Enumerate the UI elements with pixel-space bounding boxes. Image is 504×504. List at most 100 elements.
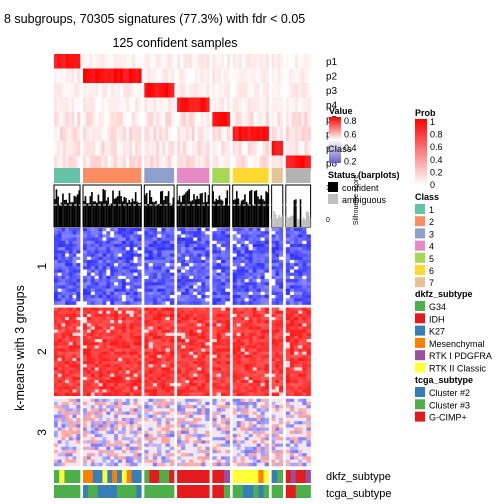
- heat-cell: [216, 317, 222, 321]
- heat-cell: [94, 272, 99, 277]
- heat-cell: [197, 335, 202, 340]
- heat-cell: [152, 272, 158, 277]
- heat-cell: [129, 231, 134, 235]
- heat-cell: [118, 323, 123, 327]
- heat-cell: [72, 335, 77, 340]
- heat-cell: [244, 417, 249, 422]
- class-annotation-bar: [54, 168, 311, 183]
- heat-cell: [248, 294, 253, 299]
- heat-cell: [232, 339, 237, 343]
- heat-cell: [289, 348, 295, 352]
- heat-cell: [121, 392, 127, 397]
- silhouette-bar: [120, 196, 122, 227]
- heat-cell: [275, 263, 280, 267]
- heat-cell: [298, 357, 303, 362]
- heat-cell: [294, 247, 299, 251]
- heat-cell: [169, 386, 175, 390]
- heat-cell: [306, 259, 311, 264]
- heat-cell: [76, 373, 81, 378]
- heat-cell: [72, 263, 77, 267]
- heat-cell: [197, 263, 202, 267]
- prob-cell: [159, 126, 163, 141]
- heat-cell: [279, 449, 284, 454]
- heat-cell: [152, 449, 158, 454]
- heat-cell: [90, 405, 95, 409]
- prob-cell: [132, 54, 136, 69]
- heat-cell: [177, 446, 182, 451]
- heat-cell: [240, 386, 245, 390]
- heat-cell: [285, 307, 291, 312]
- heat-cell: [144, 240, 149, 245]
- heat-cell: [121, 411, 127, 416]
- heat-cell: [185, 361, 190, 365]
- heat-cell: [144, 294, 149, 299]
- heat-cell: [54, 285, 59, 289]
- heat-cell: [197, 310, 202, 315]
- heat-cell: [61, 364, 66, 368]
- heat-cell: [306, 247, 311, 251]
- heat-cell: [72, 386, 77, 390]
- prob-cell: [241, 155, 245, 170]
- heat-cell: [185, 237, 190, 242]
- heat-cell: [240, 401, 245, 406]
- heat-cell: [61, 282, 66, 286]
- heat-cell: [76, 351, 81, 356]
- heat-cell: [54, 291, 59, 296]
- prob-cell: [298, 141, 302, 156]
- heat-cell: [275, 291, 280, 296]
- heat-cell: [302, 376, 307, 381]
- heat-cell: [106, 361, 111, 365]
- heat-cell: [244, 237, 249, 242]
- heat-cell: [76, 430, 81, 435]
- heat-cell: [216, 373, 222, 378]
- heat-cell: [256, 307, 261, 312]
- heat-cell: [285, 326, 291, 330]
- heat-cell: [90, 446, 95, 451]
- heat-cell: [279, 313, 284, 318]
- heat-cell: [137, 272, 142, 277]
- heat-cell: [306, 354, 311, 359]
- heat-cell: [240, 240, 245, 245]
- heat-cell: [148, 294, 154, 299]
- heat-cell: [244, 437, 249, 441]
- heat-cell: [157, 459, 162, 464]
- heat-cell: [248, 275, 253, 280]
- heat-cell: [86, 282, 92, 286]
- heat-cell: [102, 313, 107, 318]
- heat-cell: [279, 237, 284, 242]
- heat-cell: [260, 383, 265, 387]
- prob-cell: [241, 112, 245, 127]
- heat-cell: [98, 386, 103, 390]
- heat-cell: [221, 323, 226, 327]
- heat-cell: [185, 462, 190, 467]
- heat-cell: [157, 351, 162, 356]
- heat-cell: [275, 443, 280, 448]
- heat-cell: [129, 269, 134, 273]
- heat-cell: [185, 263, 190, 267]
- heat-cell: [185, 282, 190, 286]
- heat-cell: [252, 307, 257, 312]
- heat-cell: [193, 456, 198, 460]
- prob-cell: [135, 97, 139, 112]
- heat-cell: [185, 269, 190, 273]
- heat-cell: [152, 285, 158, 289]
- heat-cell: [110, 430, 115, 435]
- prob-cell: [226, 54, 230, 69]
- heat-cell: [68, 285, 73, 289]
- heat-cell: [165, 379, 171, 384]
- heat-cell: [181, 228, 186, 232]
- heat-cell: [232, 408, 237, 412]
- heat-cell: [169, 370, 175, 374]
- heat-cell: [118, 231, 123, 235]
- heat-cell: [193, 243, 198, 248]
- heat-cell: [110, 373, 115, 378]
- heat-cell: [118, 417, 123, 422]
- heat-cell: [240, 263, 245, 267]
- heat-cell: [252, 453, 257, 457]
- heat-cell: [201, 449, 206, 454]
- heat-cell: [289, 392, 295, 397]
- heat-cell: [177, 266, 182, 270]
- heat-cell: [54, 417, 59, 422]
- heat-cell: [133, 405, 138, 409]
- heat-cell: [65, 294, 70, 299]
